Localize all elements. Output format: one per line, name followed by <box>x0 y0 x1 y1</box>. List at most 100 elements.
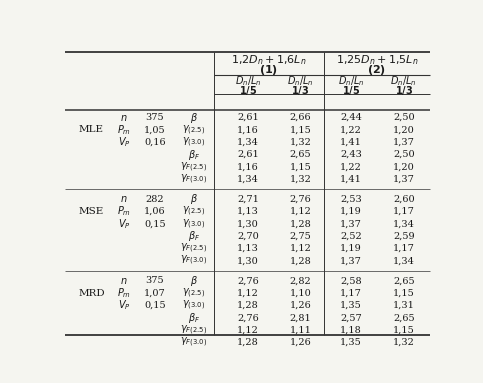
Text: $\gamma_{F(2.5)}$: $\gamma_{F(2.5)}$ <box>180 323 207 337</box>
Text: $\gamma_{(3.0)}$: $\gamma_{(3.0)}$ <box>182 299 205 312</box>
Text: 1,13: 1,13 <box>237 207 259 216</box>
Text: 2,65: 2,65 <box>393 276 414 285</box>
Text: 2,61: 2,61 <box>237 113 259 122</box>
Text: $P_m$: $P_m$ <box>117 123 131 137</box>
Text: 1,37: 1,37 <box>340 256 362 265</box>
Text: 1,22: 1,22 <box>340 162 362 171</box>
Text: 1,07: 1,07 <box>144 289 166 298</box>
Text: 2,82: 2,82 <box>290 276 312 285</box>
Text: $D_n/L_n$: $D_n/L_n$ <box>235 74 261 88</box>
Text: 1,35: 1,35 <box>340 338 362 347</box>
Text: 1,12: 1,12 <box>290 207 312 216</box>
Text: $\gamma_{F(3.0)}$: $\gamma_{F(3.0)}$ <box>180 172 207 186</box>
Text: $P_m$: $P_m$ <box>117 205 131 218</box>
Text: 2,70: 2,70 <box>237 232 259 241</box>
Text: 1,20: 1,20 <box>393 162 414 171</box>
Text: $\gamma_{(2.5)}$: $\gamma_{(2.5)}$ <box>182 205 205 218</box>
Text: $\gamma_{F(2.5)}$: $\gamma_{F(2.5)}$ <box>180 160 207 173</box>
Text: $\beta_F$: $\beta_F$ <box>187 311 200 325</box>
Text: 1,35: 1,35 <box>340 301 362 310</box>
Text: $D_n/L_n$: $D_n/L_n$ <box>338 74 364 88</box>
Text: 1,34: 1,34 <box>237 175 259 184</box>
Text: $\mathit{1{,}25D_n + 1{,}5L_n}$: $\mathit{1{,}25D_n + 1{,}5L_n}$ <box>336 53 418 67</box>
Text: 2,53: 2,53 <box>340 195 362 204</box>
Text: $\mathbf{1/3}$: $\mathbf{1/3}$ <box>395 84 413 97</box>
Text: 1,16: 1,16 <box>237 162 259 171</box>
Text: 2,65: 2,65 <box>290 150 312 159</box>
Text: $V_P$: $V_P$ <box>117 135 130 149</box>
Text: 1,15: 1,15 <box>393 289 414 298</box>
Text: 1,22: 1,22 <box>340 125 362 134</box>
Text: $n$: $n$ <box>120 276 128 286</box>
Text: 2,43: 2,43 <box>340 150 362 159</box>
Text: 2,58: 2,58 <box>340 276 362 285</box>
Text: $\gamma_{(2.5)}$: $\gamma_{(2.5)}$ <box>182 123 205 137</box>
Text: $\gamma_{F(2.5)}$: $\gamma_{F(2.5)}$ <box>180 242 207 255</box>
Text: 1,12: 1,12 <box>290 244 312 253</box>
Text: 1,17: 1,17 <box>393 207 414 216</box>
Text: $n$: $n$ <box>120 113 128 123</box>
Text: 1,37: 1,37 <box>393 175 414 184</box>
Text: 2,75: 2,75 <box>290 232 312 241</box>
Text: 2,76: 2,76 <box>237 313 259 322</box>
Text: 1,18: 1,18 <box>340 326 362 335</box>
Text: $\beta_F$: $\beta_F$ <box>187 147 200 162</box>
Text: 1,30: 1,30 <box>237 219 259 228</box>
Text: $\beta$: $\beta$ <box>190 192 198 206</box>
Text: 2,61: 2,61 <box>237 150 259 159</box>
Text: 2,60: 2,60 <box>393 195 414 204</box>
Text: 1,28: 1,28 <box>237 338 259 347</box>
Text: 1,19: 1,19 <box>340 244 362 253</box>
Text: 1,28: 1,28 <box>237 301 259 310</box>
Text: 1,41: 1,41 <box>340 138 362 147</box>
Text: 2,57: 2,57 <box>340 313 362 322</box>
Text: $P_m$: $P_m$ <box>117 286 131 300</box>
Text: 1,17: 1,17 <box>393 244 414 253</box>
Text: $\beta$: $\beta$ <box>190 111 198 124</box>
Text: 0,15: 0,15 <box>144 219 166 228</box>
Text: 1,15: 1,15 <box>290 125 312 134</box>
Text: 2,59: 2,59 <box>393 232 414 241</box>
Text: 2,81: 2,81 <box>290 313 312 322</box>
Text: $\gamma_{(2.5)}$: $\gamma_{(2.5)}$ <box>182 286 205 300</box>
Text: 2,71: 2,71 <box>237 195 259 204</box>
Text: MRD: MRD <box>78 289 105 298</box>
Text: 1,41: 1,41 <box>340 175 362 184</box>
Text: 1,05: 1,05 <box>144 125 166 134</box>
Text: $n$: $n$ <box>120 194 128 204</box>
Text: 1,19: 1,19 <box>340 207 362 216</box>
Text: 2,76: 2,76 <box>237 276 259 285</box>
Text: 2,44: 2,44 <box>340 113 362 122</box>
Text: 1,11: 1,11 <box>290 326 312 335</box>
Text: $D_n/L_n$: $D_n/L_n$ <box>287 74 314 88</box>
Text: $\gamma_{(3.0)}$: $\gamma_{(3.0)}$ <box>182 136 205 149</box>
Text: 1,26: 1,26 <box>290 301 312 310</box>
Text: 2,50: 2,50 <box>393 150 414 159</box>
Text: 1,16: 1,16 <box>237 125 259 134</box>
Text: 2,50: 2,50 <box>393 113 414 122</box>
Text: 1,31: 1,31 <box>393 301 414 310</box>
Text: $\gamma_{F(3.0)}$: $\gamma_{F(3.0)}$ <box>180 254 207 267</box>
Text: 1,20: 1,20 <box>393 125 414 134</box>
Text: 0,15: 0,15 <box>144 301 166 310</box>
Text: $D_n/L_n$: $D_n/L_n$ <box>390 74 417 88</box>
Text: 1,37: 1,37 <box>393 138 414 147</box>
Text: $\beta_F$: $\beta_F$ <box>187 229 200 243</box>
Text: MSE: MSE <box>79 207 104 216</box>
Text: 282: 282 <box>145 195 164 204</box>
Text: 1,10: 1,10 <box>290 289 312 298</box>
Text: 375: 375 <box>145 276 164 285</box>
Text: 1,37: 1,37 <box>340 219 362 228</box>
Text: 1,15: 1,15 <box>393 326 414 335</box>
Text: 375: 375 <box>145 113 164 122</box>
Text: 2,52: 2,52 <box>340 232 362 241</box>
Text: $\beta$: $\beta$ <box>190 274 198 288</box>
Text: 1,32: 1,32 <box>290 138 312 147</box>
Text: $\mathbf{(1)}$: $\mathbf{(1)}$ <box>259 63 278 77</box>
Text: 2,66: 2,66 <box>290 113 312 122</box>
Text: $\mathbf{1/3}$: $\mathbf{1/3}$ <box>291 84 310 97</box>
Text: 1,32: 1,32 <box>393 338 414 347</box>
Text: $\mathbf{(2)}$: $\mathbf{(2)}$ <box>368 63 386 77</box>
Text: $\gamma_{F(3.0)}$: $\gamma_{F(3.0)}$ <box>180 336 207 349</box>
Text: 1,13: 1,13 <box>237 244 259 253</box>
